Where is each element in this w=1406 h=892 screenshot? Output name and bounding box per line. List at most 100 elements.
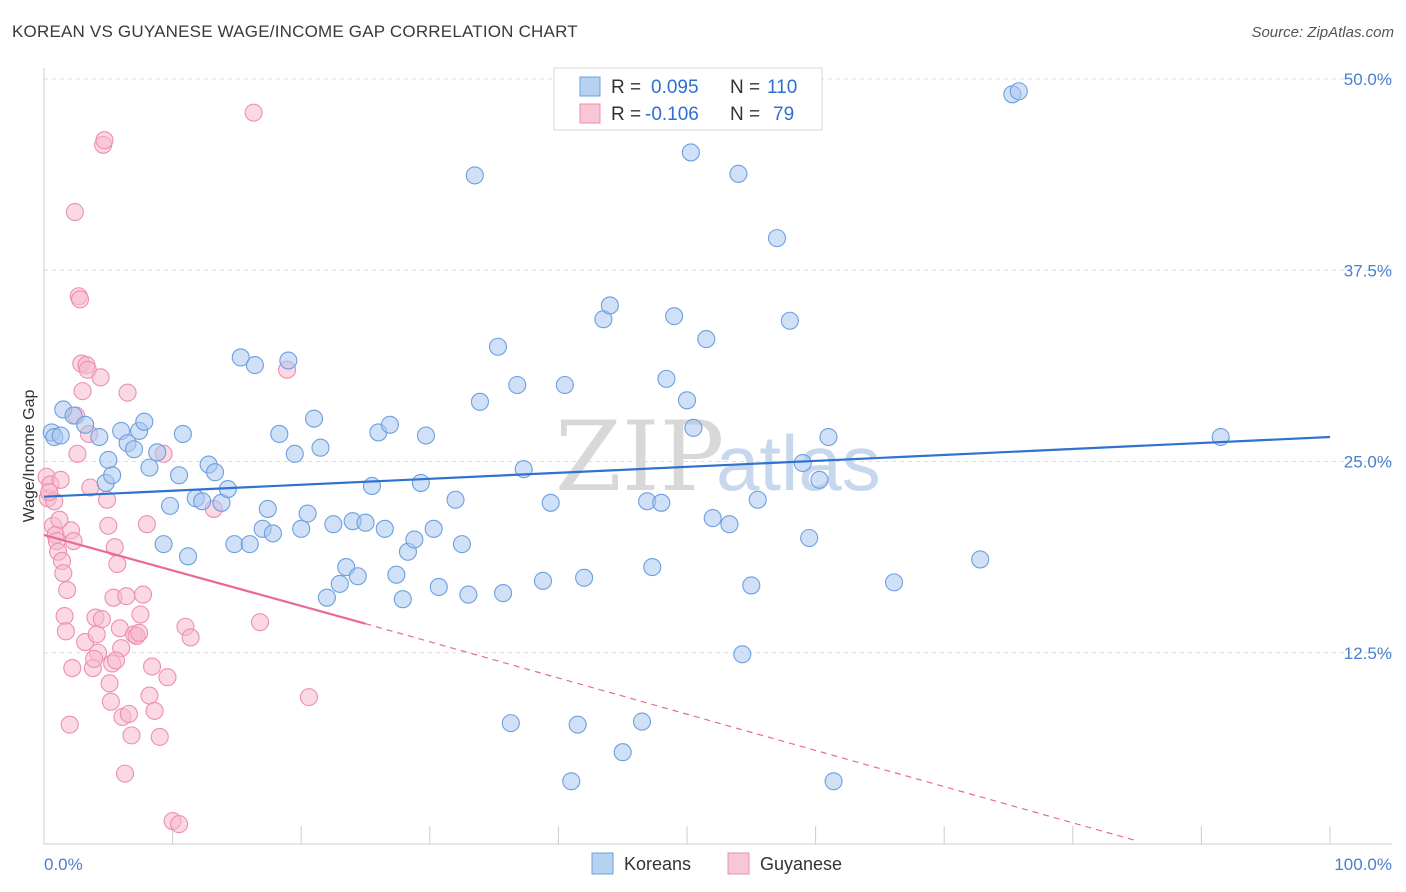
guyanese-point-50 [117, 587, 136, 606]
koreans-point-90 [703, 509, 722, 528]
koreans-point-39 [298, 504, 317, 523]
koreans-point-37 [285, 444, 304, 463]
koreans-point-36 [279, 351, 298, 370]
guyanese-point-72 [250, 613, 270, 632]
y-tick-label-0: 12.5% [1344, 644, 1392, 663]
guyanese-point-10 [54, 564, 73, 583]
koreans-point-2 [51, 426, 70, 445]
koreans-point-38 [292, 519, 311, 538]
koreans-point-49 [362, 476, 381, 496]
guyanese-point-52 [119, 704, 138, 724]
y-tick-label-3: 50.0% [1344, 70, 1392, 89]
bottom-legend-swatch-koreans [591, 852, 614, 875]
koreans-point-96 [767, 229, 787, 248]
koreans-point-92 [729, 164, 748, 183]
chart-title: KOREAN VS GUYANESE WAGE/INCOME GAP CORRE… [12, 22, 578, 41]
bottom-legend-swatch-guyanese [727, 852, 750, 875]
koreans-point-5 [76, 415, 95, 434]
koreans-point-84 [657, 369, 676, 388]
guyanese-point-56 [130, 623, 149, 642]
koreans-point-15 [140, 458, 159, 477]
watermark: ZIP atlas [555, 401, 881, 513]
guyanese-point-20 [68, 444, 87, 463]
koreans-point-20 [173, 424, 192, 444]
koreans-point-60 [429, 577, 448, 597]
koreans-point-54 [393, 590, 412, 609]
watermark-zip: ZIP [555, 401, 724, 513]
guyanese-point-8 [51, 470, 70, 489]
koreans-point-67 [494, 584, 513, 603]
koreans-point-41 [311, 438, 330, 457]
koreans-point-18 [160, 496, 180, 515]
koreans-point-87 [681, 143, 700, 162]
guyanese-point-62 [145, 701, 164, 720]
guyanese-point-40 [100, 674, 119, 693]
koreans-point-99 [800, 528, 819, 548]
koreans-point-83 [652, 493, 671, 512]
guyanese-point-34 [91, 368, 110, 387]
x-tick-labels: 0.0% 100.0% [44, 855, 1392, 874]
koreans-point-71 [533, 571, 553, 590]
x-tick-label-0: 0.0% [44, 855, 83, 874]
guyanese-point-22 [70, 290, 90, 309]
koreans-point-64 [465, 166, 484, 185]
guyanese-point-74 [299, 688, 318, 707]
koreans-point-47 [348, 567, 367, 586]
legend-r-value-2: -0.106 [645, 104, 699, 125]
guyanese-point-37 [95, 131, 114, 150]
koreans-point-29 [231, 348, 250, 367]
koreans-point-6 [90, 427, 109, 447]
koreans-point-101 [819, 427, 838, 447]
guyanese-point-78 [106, 651, 126, 670]
koreans-point-59 [424, 519, 443, 538]
guyanese-point-18 [65, 203, 84, 222]
legend-r-label-2: R = [611, 104, 641, 125]
koreans-point-23 [193, 492, 212, 511]
koreans-point-8 [99, 450, 118, 470]
axes [43, 68, 1392, 845]
guyanese-point-65 [158, 668, 177, 687]
koreans-point-48 [356, 513, 375, 532]
koreans-point-62 [452, 535, 472, 554]
koreans-point-78 [600, 296, 619, 315]
koreans-point-30 [240, 535, 259, 554]
koreans-point-9 [103, 466, 122, 485]
koreans-point-97 [780, 311, 799, 330]
koreans-point-79 [613, 743, 632, 762]
koreans-point-76 [575, 568, 594, 587]
guyanese-point-61 [142, 657, 162, 676]
legend-swatch-koreans [579, 76, 601, 97]
koreans-point-74 [562, 772, 581, 791]
koreans-point-57 [411, 473, 430, 492]
bottom-legend: Koreans Guyanese [591, 852, 842, 875]
koreans-point-51 [375, 519, 394, 538]
koreans-point-75 [568, 715, 587, 734]
koreans-point-89 [697, 330, 716, 349]
guyanese-point-14 [60, 715, 79, 734]
trend-lines [43, 435, 1331, 842]
koreans-point-102 [824, 772, 843, 791]
koreans-point-98 [793, 453, 812, 473]
koreans-point-19 [169, 466, 189, 485]
koreans-point-28 [225, 535, 244, 554]
guyanese-point-76 [50, 510, 69, 529]
legend-n-value-1: 110 [767, 77, 797, 98]
guyanese-point-24 [73, 382, 92, 401]
guyanese-point-13 [58, 580, 77, 600]
bottom-legend-guyanese: Guyanese [760, 854, 842, 874]
koreans-point-17 [154, 535, 173, 554]
legend-r-label-1: R = [611, 77, 641, 98]
koreans-point-73 [555, 375, 574, 395]
guyanese-point-12 [56, 622, 75, 641]
koreans-trend-line [43, 435, 1331, 498]
guyanese-point-77 [85, 649, 104, 668]
koreans-point-52 [380, 415, 399, 434]
legend-box: R = 0.095 N = 110 R = -0.106 N = 79 [553, 67, 823, 131]
legend-swatch-guyanese [579, 103, 601, 124]
koreans-point-68 [501, 714, 520, 733]
koreans-point-88 [684, 418, 703, 437]
koreans-point-63 [459, 585, 478, 604]
legend-n-value-2: 79 [773, 104, 794, 125]
koreans-point-104 [971, 550, 990, 569]
